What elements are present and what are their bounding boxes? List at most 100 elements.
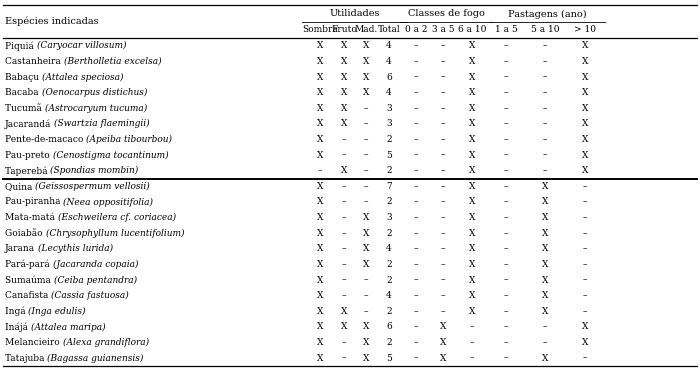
Text: Jarana: Jarana xyxy=(5,244,38,253)
Text: –: – xyxy=(414,260,419,269)
Text: X: X xyxy=(469,198,475,206)
Text: Tatajuba: Tatajuba xyxy=(5,354,48,363)
Text: –: – xyxy=(582,260,587,269)
Text: X: X xyxy=(317,120,323,128)
Text: 3: 3 xyxy=(386,213,392,222)
Text: 2: 2 xyxy=(386,276,392,285)
Text: X: X xyxy=(317,338,323,347)
Text: Pará-pará: Pará-pará xyxy=(5,260,52,269)
Text: X: X xyxy=(341,322,347,332)
Text: 2: 2 xyxy=(386,338,392,347)
Text: 3 a 5: 3 a 5 xyxy=(432,26,454,34)
Text: 1 a 5: 1 a 5 xyxy=(495,26,517,34)
Text: X: X xyxy=(317,73,323,81)
Text: –: – xyxy=(414,276,419,285)
Text: X: X xyxy=(542,354,548,363)
Text: –: – xyxy=(364,120,368,128)
Text: Pau-piranha: Pau-piranha xyxy=(5,198,64,206)
Text: (Inga edulis): (Inga edulis) xyxy=(29,307,86,316)
Text: X: X xyxy=(317,354,323,363)
Text: –: – xyxy=(414,338,419,347)
Text: –: – xyxy=(342,229,346,238)
Text: –: – xyxy=(342,260,346,269)
Text: (Geissospermum vellosii): (Geissospermum vellosii) xyxy=(35,182,150,191)
Text: –: – xyxy=(342,213,346,222)
Text: –: – xyxy=(504,166,508,175)
Text: –: – xyxy=(582,198,587,206)
Text: –: – xyxy=(441,260,445,269)
Text: –: – xyxy=(441,229,445,238)
Text: –: – xyxy=(504,276,508,285)
Text: –: – xyxy=(342,276,346,285)
Text: X: X xyxy=(363,73,369,81)
Text: X: X xyxy=(363,229,369,238)
Text: –: – xyxy=(504,244,508,253)
Text: –: – xyxy=(441,73,445,81)
Text: Quina: Quina xyxy=(5,182,35,191)
Text: 2: 2 xyxy=(386,229,392,238)
Text: X: X xyxy=(469,229,475,238)
Text: –: – xyxy=(441,213,445,222)
Text: > 10: > 10 xyxy=(574,26,596,34)
Text: (Astrocaryum tucuma): (Astrocaryum tucuma) xyxy=(45,104,147,113)
Text: 2: 2 xyxy=(386,166,392,175)
Text: X: X xyxy=(363,88,369,97)
Text: X: X xyxy=(317,182,323,191)
Text: –: – xyxy=(582,307,587,316)
Text: –: – xyxy=(441,182,445,191)
Text: –: – xyxy=(582,213,587,222)
Text: 0 a 2: 0 a 2 xyxy=(405,26,427,34)
Text: –: – xyxy=(504,104,508,113)
Text: –: – xyxy=(542,166,547,175)
Text: –: – xyxy=(582,244,587,253)
Text: Taperebá: Taperebá xyxy=(5,166,50,175)
Text: X: X xyxy=(582,41,588,50)
Text: –: – xyxy=(342,291,346,300)
Text: –: – xyxy=(441,88,445,97)
Text: X: X xyxy=(582,151,588,159)
Text: –: – xyxy=(504,354,508,363)
Text: –: – xyxy=(414,307,419,316)
Text: –: – xyxy=(582,354,587,363)
Text: Bacaba: Bacaba xyxy=(5,88,41,97)
Text: –: – xyxy=(504,182,508,191)
Text: –: – xyxy=(504,73,508,81)
Text: (Cassia fastuosa): (Cassia fastuosa) xyxy=(51,291,129,300)
Text: –: – xyxy=(441,276,445,285)
Text: –: – xyxy=(342,244,346,253)
Text: –: – xyxy=(318,166,322,175)
Text: Espécies indicadas: Espécies indicadas xyxy=(5,17,99,26)
Text: –: – xyxy=(542,88,547,97)
Text: Ingá: Ingá xyxy=(5,307,29,316)
Text: X: X xyxy=(341,41,347,50)
Text: –: – xyxy=(364,198,368,206)
Text: –: – xyxy=(414,229,419,238)
Text: X: X xyxy=(341,88,347,97)
Text: X: X xyxy=(363,338,369,347)
Text: –: – xyxy=(441,135,445,144)
Text: X: X xyxy=(542,260,548,269)
Text: –: – xyxy=(364,104,368,113)
Text: –: – xyxy=(542,151,547,159)
Text: 4: 4 xyxy=(386,41,392,50)
Text: X: X xyxy=(341,166,347,175)
Text: X: X xyxy=(469,276,475,285)
Text: X: X xyxy=(469,213,475,222)
Text: X: X xyxy=(341,73,347,81)
Text: (Lecythis lurida): (Lecythis lurida) xyxy=(38,244,113,253)
Text: –: – xyxy=(504,322,508,332)
Text: Utilidades: Utilidades xyxy=(329,10,379,18)
Text: X: X xyxy=(469,182,475,191)
Text: X: X xyxy=(317,276,323,285)
Text: Inájá: Inájá xyxy=(5,322,31,332)
Text: –: – xyxy=(441,291,445,300)
Text: –: – xyxy=(414,166,419,175)
Text: X: X xyxy=(363,354,369,363)
Text: 4: 4 xyxy=(386,291,392,300)
Text: –: – xyxy=(441,120,445,128)
Text: –: – xyxy=(582,182,587,191)
Text: X: X xyxy=(469,291,475,300)
Text: X: X xyxy=(582,104,588,113)
Text: –: – xyxy=(504,120,508,128)
Text: –: – xyxy=(504,260,508,269)
